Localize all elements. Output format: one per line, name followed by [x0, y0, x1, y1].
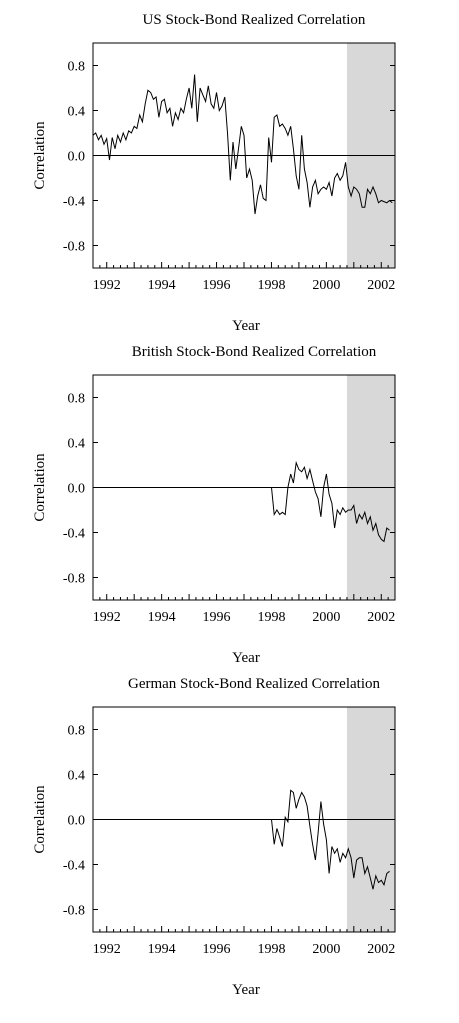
x-tick-label: 1994 — [148, 278, 176, 293]
y-tick-label: 0.8 — [68, 392, 86, 407]
x-tick-label: 2002 — [367, 278, 395, 293]
y-tick-label: -0.4 — [63, 859, 85, 874]
y-tick-label: -0.8 — [63, 904, 85, 919]
chart-title: US Stock-Bond Realized Correlation — [143, 12, 366, 28]
x-tick-label: 1998 — [257, 278, 285, 293]
x-axis-label: Year — [232, 318, 260, 334]
y-tick-label: 0.0 — [68, 150, 86, 165]
x-tick-label: 1992 — [93, 610, 121, 625]
chart-svg-british: British Stock-Bond Realized Correlation 0… — [32, 344, 396, 666]
x-tick-label: 1996 — [203, 942, 231, 957]
x-axis-label: Year — [232, 650, 260, 666]
x-axis-label: Year — [232, 982, 260, 998]
x-tick-label: 1992 — [93, 278, 121, 293]
chart-svg-german: German Stock-Bond Realized Correlation 0.… — [32, 676, 396, 998]
x-tick-label: 1998 — [257, 942, 285, 957]
y-axis-label: Correlation — [32, 121, 48, 190]
y-tick-label: -0.4 — [63, 195, 85, 210]
x-tick-label: 2000 — [312, 942, 340, 957]
y-tick-label: -0.8 — [63, 572, 85, 587]
chart-svg-us: US Stock-Bond Realized Correlation 0.8 0.4… — [32, 12, 396, 334]
y-tick-label: 0.0 — [68, 814, 86, 829]
chart-panel-us: US Stock-Bond Realized Correlation 0.8 0.4… — [0, 0, 459, 335]
y-tick-label: 0.0 — [68, 482, 86, 497]
series-line — [92, 74, 393, 215]
x-tick-label: 2002 — [367, 942, 395, 957]
series-line — [271, 789, 390, 890]
y-tick-label: -0.8 — [63, 240, 85, 255]
y-tick-label: 0.4 — [68, 769, 86, 784]
x-tick-label: 2000 — [312, 610, 340, 625]
x-tick-label: 2002 — [367, 610, 395, 625]
y-axis-label: Correlation — [32, 453, 48, 522]
chart-title: German Stock-Bond Realized Correlation — [128, 676, 381, 692]
chart-title: British Stock-Bond Realized Correlation — [132, 344, 377, 360]
x-tick-label: 1992 — [93, 942, 121, 957]
chart-panel-british: British Stock-Bond Realized Correlation 0… — [0, 332, 459, 667]
y-tick-label: 0.4 — [68, 437, 86, 452]
x-tick-label: 1996 — [203, 278, 231, 293]
y-axis-label: Correlation — [32, 785, 48, 854]
x-tick-label: 1998 — [257, 610, 285, 625]
x-tick-label: 2000 — [312, 278, 340, 293]
chart-panel-german: German Stock-Bond Realized Correlation 0.… — [0, 664, 459, 999]
y-tick-label: 0.8 — [68, 724, 86, 739]
x-tick-label: 1994 — [148, 610, 176, 625]
series-line — [271, 460, 390, 543]
x-tick-label: 1996 — [203, 610, 231, 625]
y-tick-label: 0.8 — [68, 60, 86, 75]
y-tick-label: -0.4 — [63, 527, 85, 542]
y-tick-label: 0.4 — [68, 105, 86, 120]
x-tick-label: 1994 — [148, 942, 176, 957]
